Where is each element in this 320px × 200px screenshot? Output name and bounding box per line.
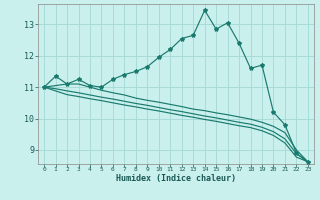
X-axis label: Humidex (Indice chaleur): Humidex (Indice chaleur) xyxy=(116,174,236,183)
